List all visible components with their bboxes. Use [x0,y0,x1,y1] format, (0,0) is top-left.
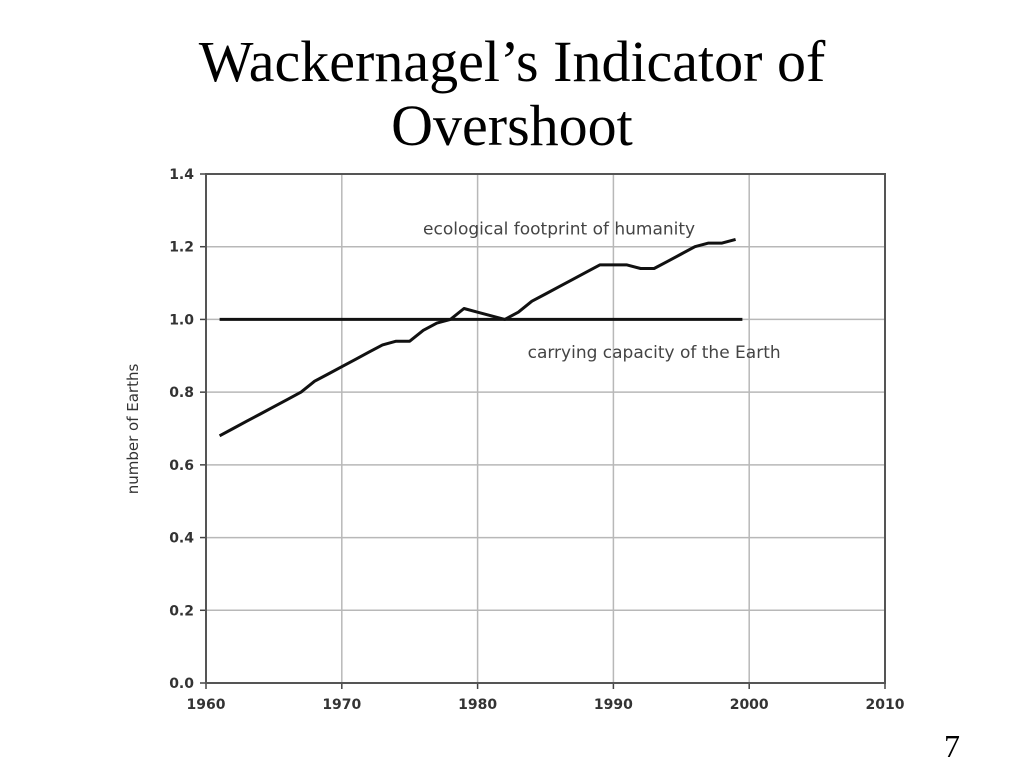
chart-series [218,237,743,438]
page-number: 7 [944,728,960,764]
chart-grid [205,173,886,684]
footprint-annotation: ecological footprint of humanity [423,220,695,240]
x-tick-label: 1960 [187,697,226,713]
y-axis-label: number of Earths [124,364,142,495]
chart-annotations: ecological footprint of humanity carrying… [423,220,781,364]
x-tick-label: 1990 [594,697,633,713]
x-tick-label: 2010 [866,697,905,713]
y-tick-label: 0.0 [169,676,194,692]
chart-frame [200,173,886,689]
y-tick-label: 1.4 [169,167,194,183]
x-tick-label: 1970 [322,697,361,713]
footprint-line [218,237,736,438]
slide-title-line1: Wackernagel’s Indicator of [198,29,826,94]
slide-title-line2: Overshoot [391,93,633,158]
x-axis-ticks: 1960 1970 1980 1990 2000 2010 [187,697,905,713]
y-tick-label: 1.2 [169,240,194,256]
y-tick-label: 0.6 [169,458,194,474]
plot-border [205,173,886,684]
x-tick-label: 1980 [458,697,497,713]
y-tick-label: 0.8 [169,385,194,401]
y-tick-label: 0.4 [169,531,194,547]
y-tick-label: 0.2 [169,603,194,619]
capacity-annotation: carrying capacity of the Earth [528,343,781,363]
y-tick-label: 1.0 [169,312,194,328]
y-axis-ticks: 0.0 0.2 0.4 0.6 0.8 1.0 1.2 1.4 [169,167,194,692]
x-tick-label: 2000 [730,697,769,713]
slide-title: Wackernagel’s Indicator of Overshoot [0,30,1024,158]
